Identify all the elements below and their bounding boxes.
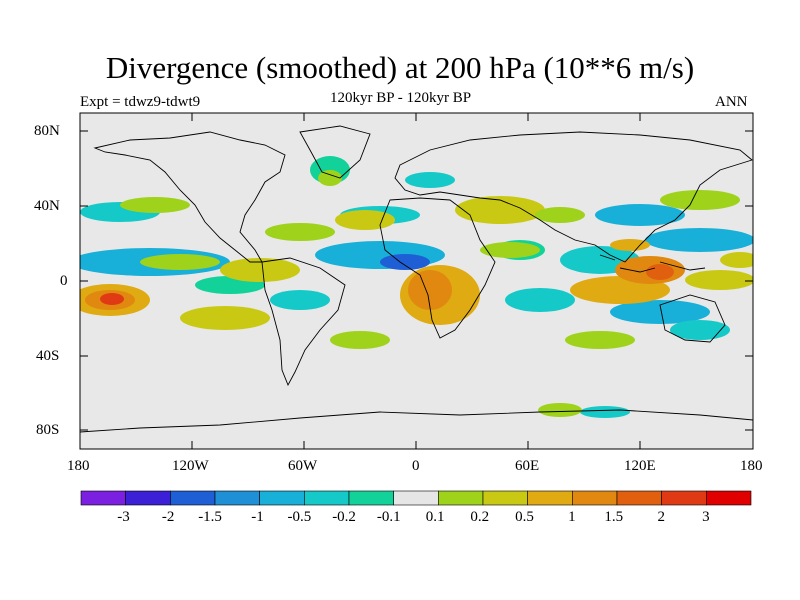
colorbar-tick-label: 1: [568, 509, 576, 525]
colorbar-tick-label: 0.2: [470, 509, 490, 525]
divergence-field: [80, 156, 753, 418]
colorbar-box: [527, 490, 573, 506]
lon-label-60w: 60W: [288, 458, 318, 474]
colorbar-tick-label: -0.2: [332, 509, 356, 525]
colorbar-box: [304, 490, 350, 506]
lon-label-120w: 120W: [172, 458, 209, 474]
lat-label-80s: 80S: [36, 422, 60, 438]
colorbar-box: [482, 490, 528, 506]
colorbar-box: [661, 490, 707, 506]
lon-label-180w: 180: [67, 458, 90, 474]
season-label: ANN: [715, 94, 748, 110]
lon-label-60e: 60E: [515, 458, 540, 474]
lat-label-80n: 80N: [34, 123, 60, 139]
colorbar-tick-label: 1.5: [604, 509, 624, 525]
colorbar-box: [393, 490, 439, 506]
colorbar-tick-label: -1: [251, 509, 264, 525]
colorbar-tick-label: -3: [117, 509, 130, 525]
colorbar-tick-label: 2: [657, 509, 665, 525]
axis-ticks: [80, 113, 753, 449]
colorbar-tick-label: -1.5: [198, 509, 222, 525]
period-label: 120kyr BP - 120kyr BP: [330, 90, 472, 106]
colorbar-box: [80, 490, 126, 506]
colorbar-tick-label: 3: [702, 509, 710, 525]
colorbar-box: [572, 490, 618, 506]
colorbar-tick-label: 0.5: [515, 509, 534, 525]
experiment-label: Expt = tdwz9-tdwt9: [80, 94, 201, 110]
colorbar: [80, 490, 752, 506]
colorbar-tick-label: -0.1: [376, 509, 401, 525]
colorbar-box: [125, 490, 171, 506]
colorbar-tick-label: -2: [161, 509, 175, 525]
lon-label-180e: 180: [740, 458, 763, 474]
colorbar-box: [348, 490, 394, 506]
colorbar-box: [170, 490, 216, 506]
colorbar-box: [616, 490, 662, 506]
lon-label-120e: 120E: [624, 458, 656, 474]
colorbar-box: [259, 490, 305, 506]
lat-label-eq: 0: [60, 273, 68, 289]
colorbar-tick-label: 0.1: [425, 509, 445, 525]
colorbar-box: [214, 490, 260, 506]
colorbar-tick-label: -0.5: [287, 509, 312, 525]
positive-divergence-areas: [80, 170, 753, 417]
colorbar-box: [438, 490, 484, 506]
lat-label-40s: 40S: [36, 348, 60, 364]
lon-label-0: 0: [412, 458, 420, 474]
coastlines: [80, 125, 753, 433]
map-title: Divergence (smoothed) at 200 hPa (10**6 …: [105, 50, 695, 85]
colorbar-box: [706, 490, 752, 506]
lat-label-40n: 40N: [34, 198, 60, 214]
